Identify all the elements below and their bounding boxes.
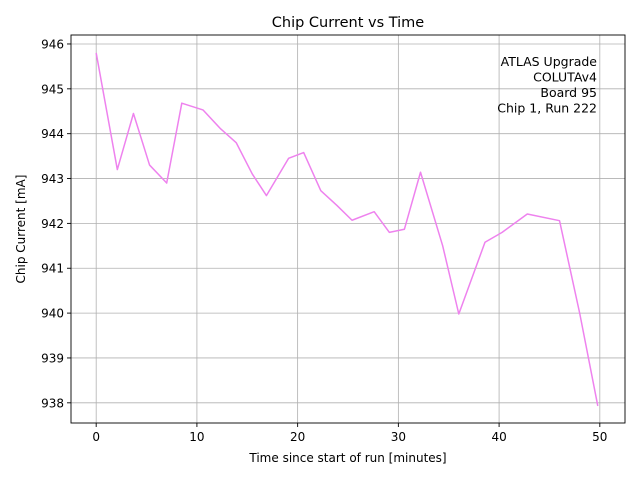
x-tick-label: 50 <box>592 430 607 444</box>
x-tick-label: 40 <box>491 430 506 444</box>
x-axis-ticks: 0 10 20 30 40 50 <box>92 423 607 444</box>
x-tick-label: 20 <box>290 430 305 444</box>
y-tick-label: 938 <box>41 396 64 410</box>
y-tick-label: 941 <box>41 262 64 276</box>
y-tick-label: 946 <box>41 37 64 51</box>
x-tick-label: 10 <box>189 430 204 444</box>
y-tick-label: 944 <box>41 127 64 141</box>
x-tick-label: 0 <box>92 430 100 444</box>
annotation-line: ATLAS Upgrade <box>501 54 598 69</box>
y-tick-label: 942 <box>41 217 64 231</box>
plot-area-frame <box>70 34 626 424</box>
chart-title: Chip Current vs Time <box>272 15 425 31</box>
annotation-line: COLUTAv4 <box>533 70 597 85</box>
y-axis-ticks: 938 939 940 941 942 943 944 945 946 <box>41 37 71 410</box>
annotation-line: Chip 1, Run 222 <box>497 101 597 116</box>
annotation-line: Board 95 <box>540 85 597 100</box>
y-tick-label: 943 <box>41 172 64 186</box>
x-axis-label: Time since start of run [minutes] <box>248 451 446 465</box>
y-tick-label: 940 <box>41 307 64 321</box>
x-tick-label: 30 <box>391 430 406 444</box>
y-tick-label: 945 <box>41 82 64 96</box>
y-tick-label: 939 <box>41 351 64 365</box>
series-layer <box>95 52 599 407</box>
series-line-0 <box>95 52 599 407</box>
y-axis-label: Chip Current [mA] <box>14 175 28 284</box>
